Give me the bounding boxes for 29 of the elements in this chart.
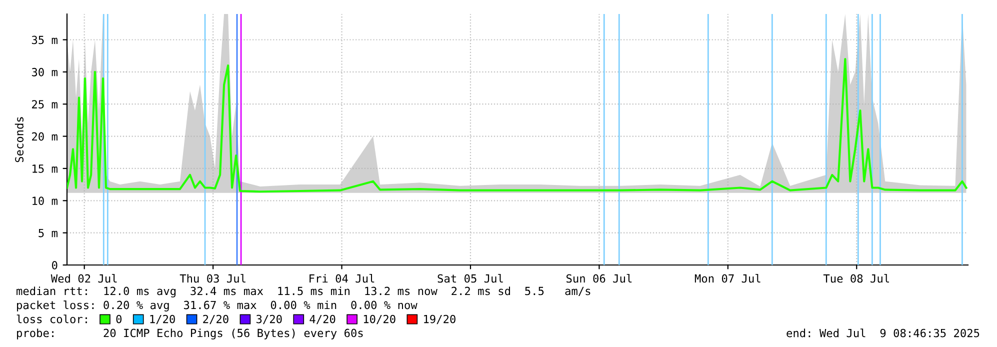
y-tick-label: 15 m [32, 164, 58, 173]
y-tick-label: 20 m [32, 132, 58, 141]
text: end: Wed Jul 9 08:46:35 2025 [786, 328, 980, 338]
x-tick-label: Sun 06 Jul [566, 274, 632, 283]
x-tick-label: Tue 08 Jul [823, 274, 889, 283]
y-tick-label: 25 m [32, 100, 58, 109]
legend-label: 10/20 [364, 314, 396, 324]
x-tick-label: Mon 07 Jul [694, 274, 760, 283]
y-tick-label: 35 m [32, 36, 58, 44]
legend-label: 19/20 [424, 314, 456, 324]
legend-label: 3/20 [256, 314, 282, 324]
legend-label: 4/20 [310, 314, 336, 324]
x-tick-label: Fri 04 Jul [310, 274, 374, 283]
text: probe: 20 ICMP Echo Pings (56 Bytes) every 60s [17, 328, 363, 340]
x-tick-label: Thu 03 Jul [180, 274, 246, 283]
line-series [67, 58, 968, 193]
legend-label: 0 [116, 314, 122, 324]
legend-label: 1/20 [150, 314, 175, 324]
x-tick-label: Wed 02 Jul [50, 274, 117, 283]
y-axis-title: Seconds [14, 117, 24, 162]
y-tick-label: 10 m [32, 196, 58, 206]
x-tick-label: Sat 05 Jul [438, 274, 503, 283]
legend-label: 2/20 [203, 314, 228, 324]
y-tick-label: 0 [52, 261, 58, 270]
legend-title: loss color: [16, 314, 87, 324]
y-tick-label: 30 m [32, 68, 58, 76]
text: median rtt: 12.0 ms avg 32.4 ms max 11.5 ms min 13.2 ms now 2.2 ms sd 5.5 am/s [16, 286, 590, 298]
y-tick-label: 5 m [38, 228, 58, 238]
text: packet loss: 0.20 % avg 31.67 % max 0.00 % min 0.00 % now [17, 300, 418, 312]
